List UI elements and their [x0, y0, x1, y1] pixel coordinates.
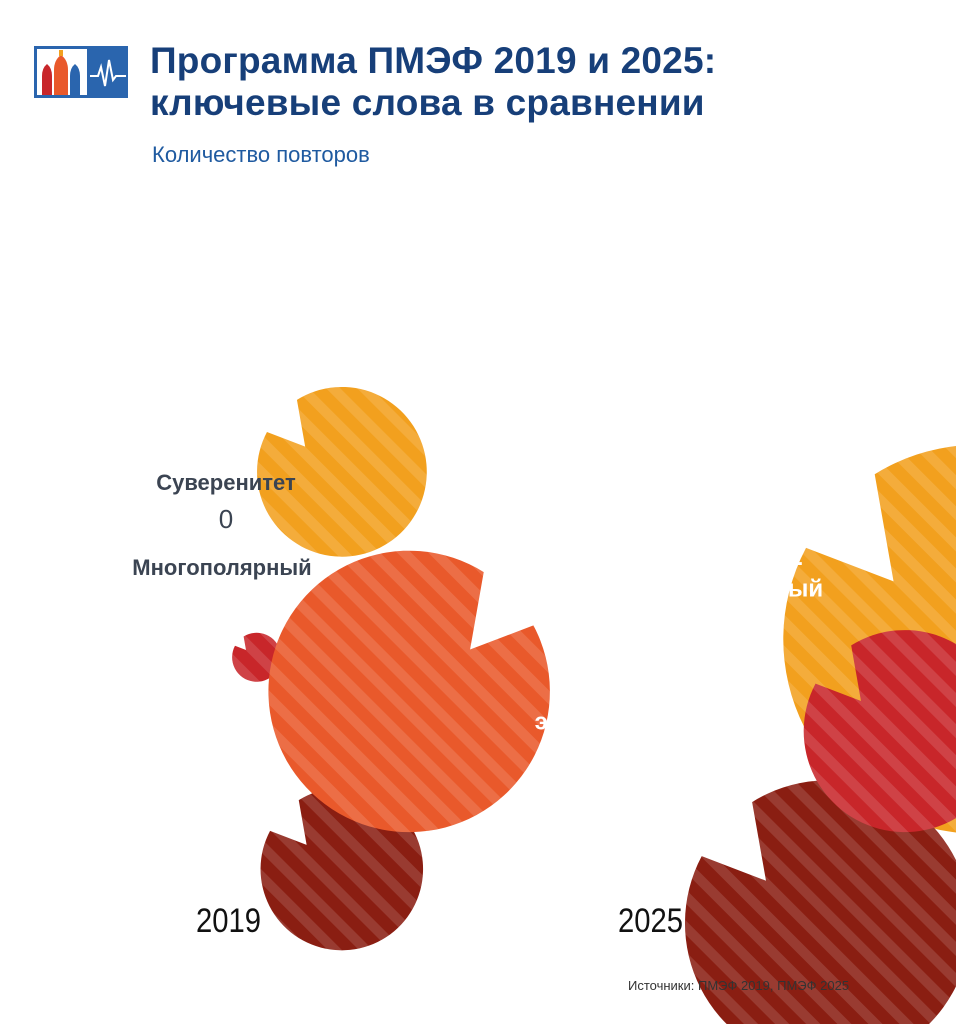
value-sovereignty-2019: 0: [219, 504, 233, 534]
value-sovereignty-2025: 33: [592, 515, 623, 546]
bubble-sovereignty-2019: Суверенитет 0: [156, 470, 296, 534]
value-multipolar-2019: 1: [215, 610, 229, 640]
label-eaeu-2019-line1: Евразийский: [169, 712, 286, 732]
bubble-sovereignty-2025: Суверенитет 33: [268, 465, 685, 833]
bubble-stripes-multipolar-2025: [803, 630, 956, 833]
label-brics-2025-line1: БРИКС: [662, 290, 744, 317]
label-sovereignty-2019: Суверенитет: [156, 470, 296, 495]
value-brics-2019: 12: [206, 375, 237, 406]
bubble-stripes-multipolar-2019: [232, 632, 282, 682]
label-multipolar-2025-line1: Много-: [721, 549, 802, 576]
chart-subtitle: Количество повторов: [152, 142, 370, 167]
label-eaeu-2025-line2: экономический: [535, 708, 718, 735]
chart-title: Программа ПМЭФ 2019 и 2025: ключевые сло…: [150, 40, 716, 124]
bubble-multipolar-2025: Много-полярный 17: [701, 549, 956, 833]
label-eaeu-2025-line1: Евразийский: [548, 682, 703, 709]
bubble-stripes-eaeu-2025: [684, 780, 956, 1024]
label-multipolar-2025-line2: полярный: [701, 575, 823, 602]
source-note: Источники: ПМЭФ 2019, ПМЭФ 2025: [628, 978, 850, 993]
value-multipolar-2025: 17: [746, 626, 777, 657]
label-eaeu-2019-line3: союз (ЕАЭС): [171, 752, 284, 772]
x-label-2025: 2025: [618, 902, 684, 940]
x-label-2019: 2019: [196, 902, 262, 940]
label-eaeu-2019-line2: экономический: [158, 732, 295, 752]
label-brics-2019-line1: БРИКС: [181, 325, 263, 352]
title-line-1: Программа ПМЭФ 2019 и 2025:: [150, 40, 717, 81]
value-eaeu-2019: 11: [216, 789, 239, 814]
bubble-multipolar-2019: Многополярный 1: [132, 555, 312, 682]
bubble-brics-2019: БРИКС 12: [181, 325, 427, 557]
label-eaeu-2025-line3: союз (ЕАЭС): [551, 735, 701, 762]
label-sovereignty-2025-line1: Суверенитет: [532, 465, 685, 492]
bubble-stripes-sovereignty-2025: [268, 550, 550, 833]
label-multipolar-2019: Многополярный: [132, 555, 311, 580]
title-line-2: ключевые слова в сравнении: [150, 82, 705, 123]
bubble-stripes-brics-2019: [257, 386, 427, 557]
spief-logo: [34, 46, 128, 98]
value-brics-2025: 63: [687, 340, 718, 371]
value-eaeu-2025: 34: [610, 785, 641, 816]
